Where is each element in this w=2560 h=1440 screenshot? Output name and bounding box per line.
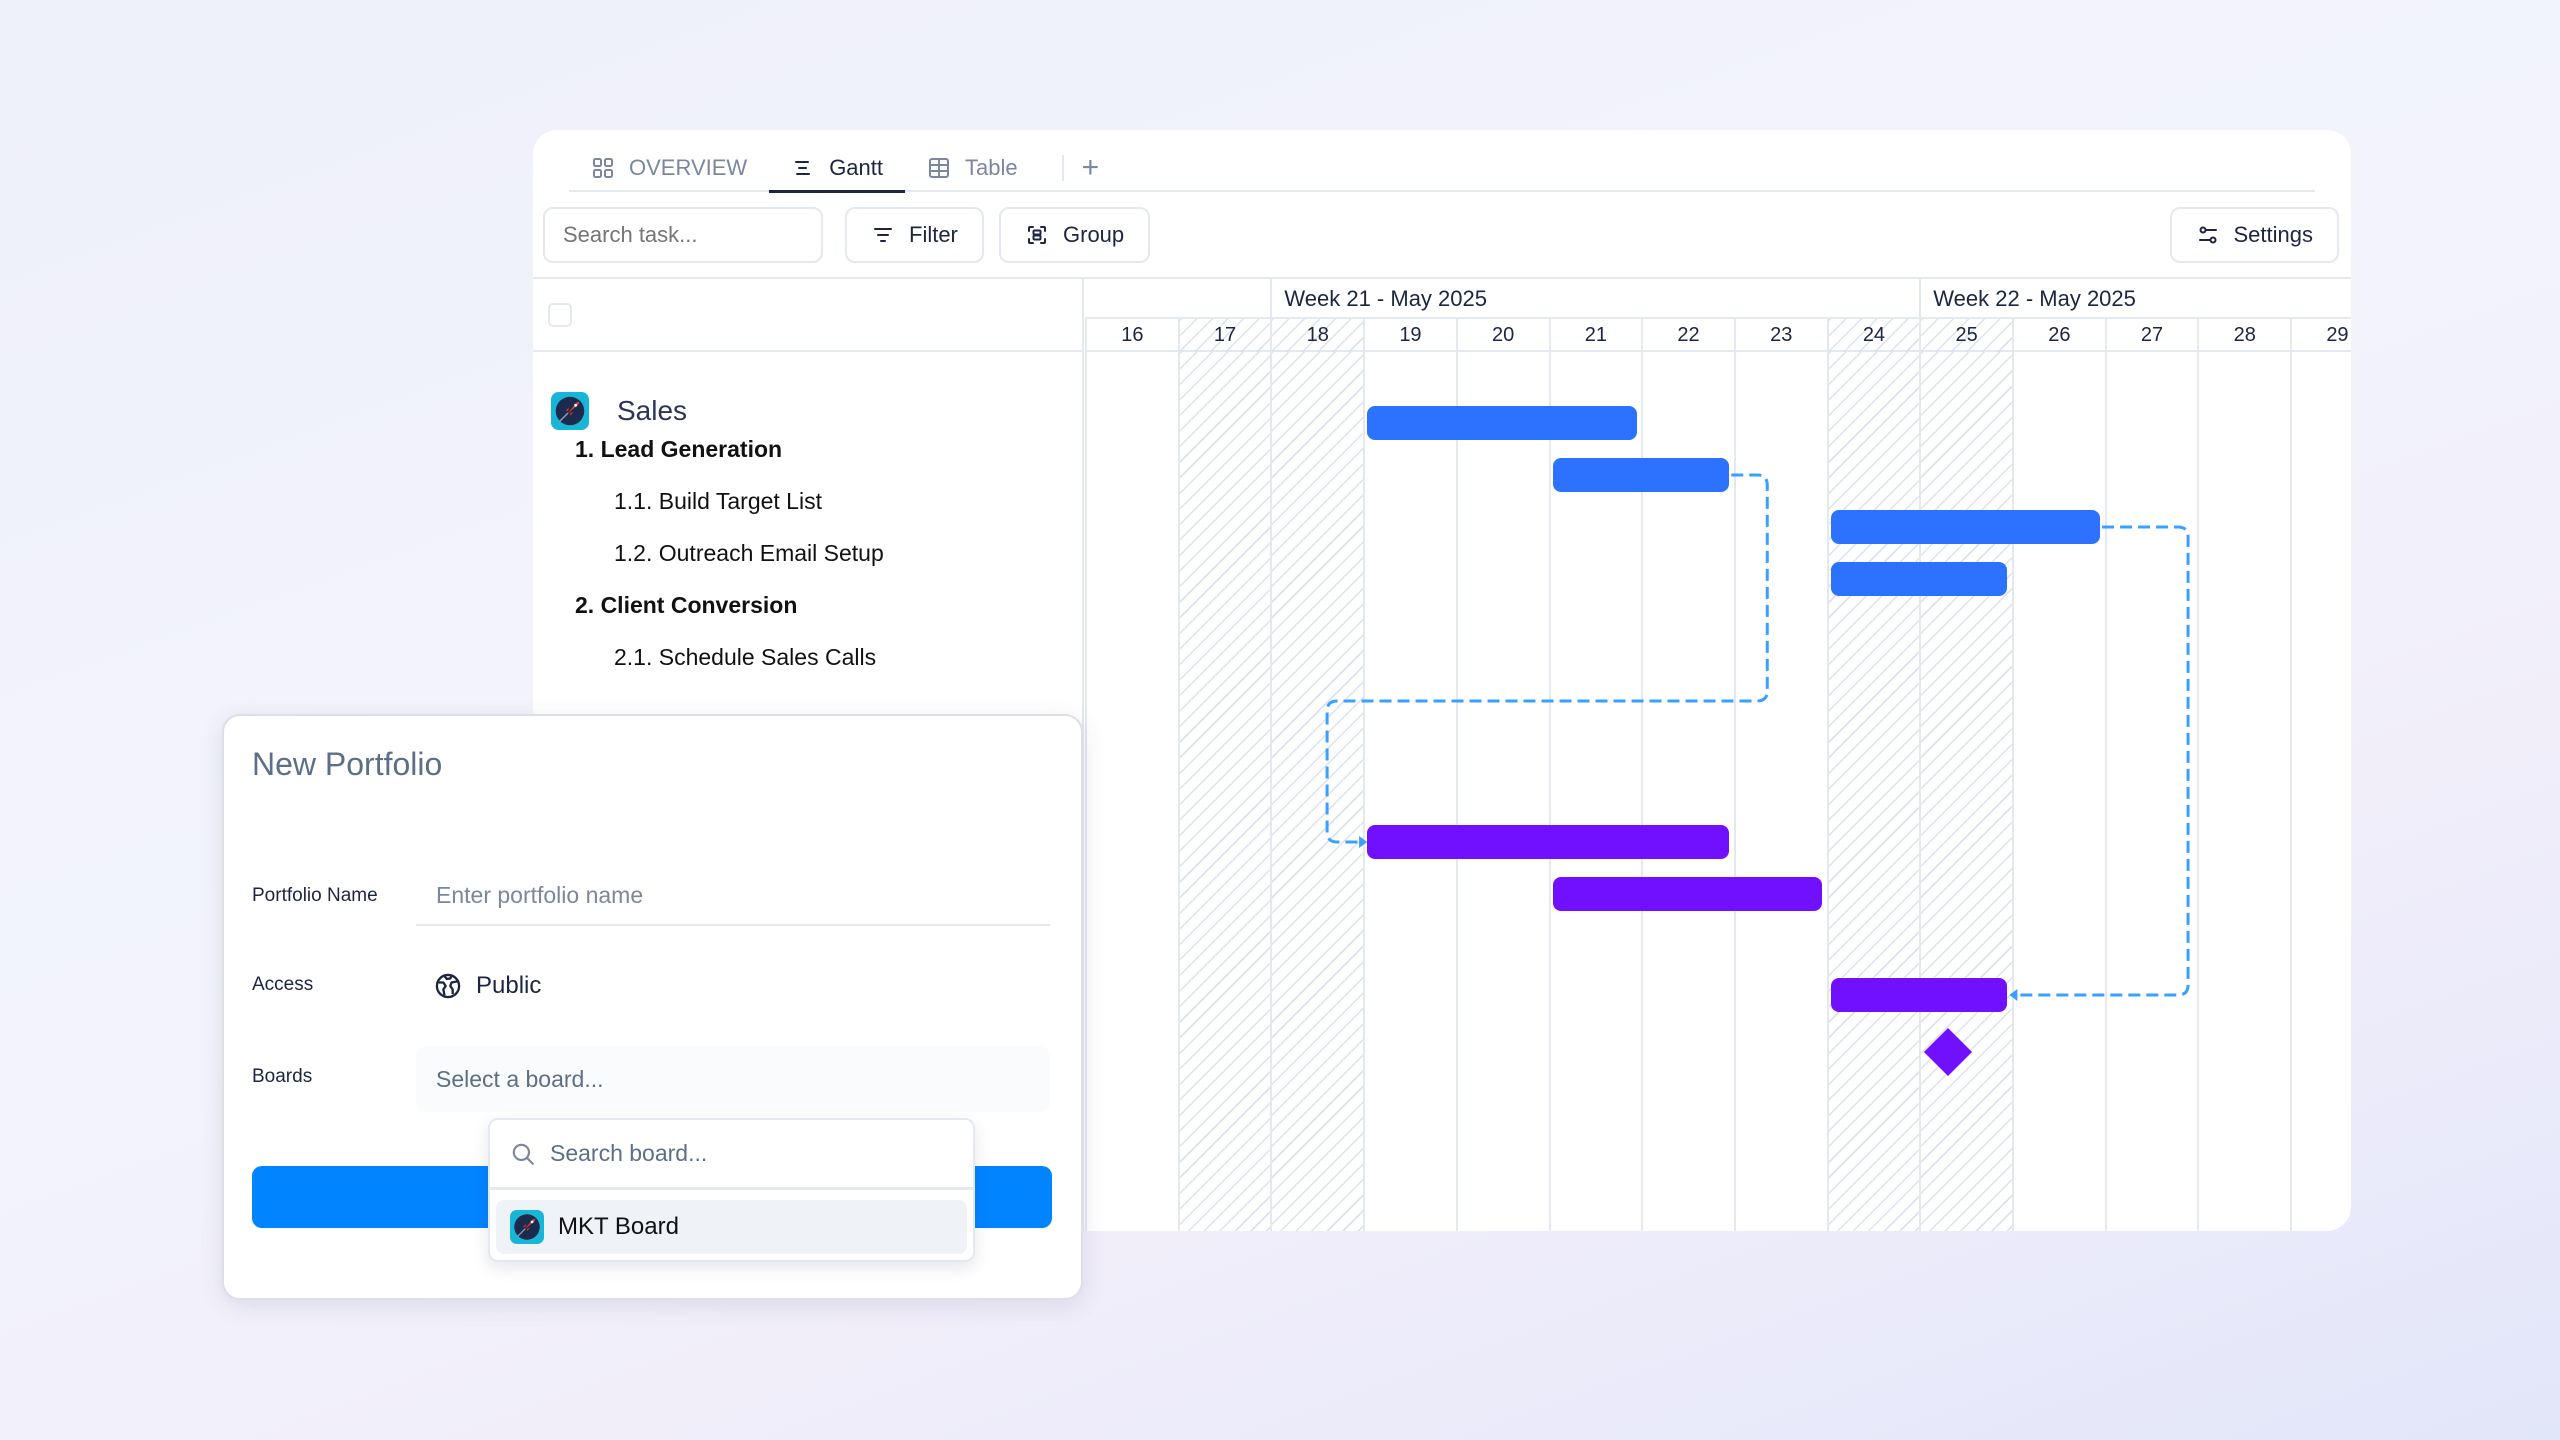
settings-button[interactable]: Settings [2169,207,2339,263]
rocket-board-icon [551,392,589,430]
day-label: 26 [2012,319,2105,352]
task-bar[interactable] [1830,510,2101,544]
table-icon [929,158,949,178]
day-label: 16 [1085,319,1178,352]
day-label: 24 [1826,319,1920,352]
filter-label: Filter [909,222,958,247]
day-label: 25 [1919,319,2012,352]
settings-sliders-icon [2198,226,2217,244]
day-label: 18 [1270,319,1364,352]
board-search-input[interactable] [550,1140,930,1167]
task-bar[interactable] [1552,458,1730,492]
task-bar[interactable] [1830,978,2008,1012]
week-label: Week 21 - May 2025 [1270,279,1919,319]
tab-table[interactable]: Table [905,145,1040,191]
gantt-icon [795,161,811,175]
day-label: 23 [1733,319,1827,352]
group-name: Sales [617,395,688,426]
tab-divider [1061,155,1064,181]
weekend-column [1826,352,1920,1231]
globe-icon [435,973,461,999]
day-column [1733,352,1827,1231]
day-label: 29 [2290,319,2351,352]
day-header-row: 16 17 18 19 20 21 22 23 24 25 26 27 28 29 [1085,319,2351,352]
search-icon [512,1143,534,1165]
day-label: 17 [1177,319,1271,352]
task-row[interactable]: 2. Client Conversion [575,592,798,618]
access-value: Public [476,972,542,999]
group-header-sales[interactable]: Sales [551,392,687,430]
weekend-column [1177,352,1271,1231]
tab-label: OVERVIEW [629,155,748,180]
timeline: Week 21 - May 2025 Week 22 - May 2025 16 1… [1085,279,2351,1231]
day-label: 19 [1363,319,1456,352]
board-option-mkt[interactable]: MKT Board [496,1200,967,1254]
group-label: Group [1063,222,1125,247]
task-bar[interactable] [1367,825,1730,859]
day-column [2012,352,2105,1231]
week-header-row: Week 21 - May 2025 Week 22 - May 2025 [1085,279,2351,319]
task-row[interactable]: 1.1. Build Target List [614,488,822,514]
view-tabs: OVERVIEW Gantt Table + [569,145,2315,193]
day-column [1455,352,1549,1231]
toolbar: Filter Group Settings [543,207,2339,263]
add-view-button[interactable]: + [1081,151,1100,184]
portfolio-name-label: Portfolio Name [252,885,378,906]
grid-icon [593,158,613,178]
weekend-column [1919,352,2012,1231]
task-row[interactable]: 2.1. Schedule Sales Calls [614,644,877,670]
board-search [490,1120,973,1190]
tab-label: Gantt [829,155,883,180]
task-row[interactable]: 1.2. Outreach Email Setup [614,540,884,566]
board-option-label: MKT Board [558,1213,679,1240]
day-label: 20 [1455,319,1549,352]
access-select[interactable]: Public [434,972,541,1000]
gantt-grid: Sales 1. Lead Generation 1.1. Build Targ… [533,277,2351,1231]
task-list: Sales 1. Lead Generation 1.1. Build Targ… [533,279,1084,1231]
board-dropdown: MKT Board [488,1118,975,1262]
task-bar[interactable] [1830,562,2008,596]
search-task-input[interactable] [543,207,823,263]
dialog-title: New Portfolio [252,746,443,782]
task-bar[interactable] [1552,877,1822,911]
access-label: Access [252,974,314,995]
day-column [1363,352,1456,1231]
filter-button[interactable]: Filter [845,207,984,263]
select-all-checkbox[interactable] [548,303,572,327]
group-icon [1028,226,1046,244]
settings-label: Settings [2233,222,2314,247]
day-label: 21 [1548,319,1642,352]
tab-label: Table [965,155,1018,180]
portfolio-name-input[interactable] [416,866,1050,926]
day-column [2104,352,2198,1231]
group-button[interactable]: Group [999,207,1151,263]
day-column [2290,352,2351,1231]
filter-icon [874,228,892,242]
weekend-column [1270,352,1364,1231]
board-select[interactable]: Select a board... [416,1046,1050,1112]
day-label: 22 [1641,319,1734,352]
tab-overview[interactable]: OVERVIEW [569,145,769,191]
tab-gantt[interactable]: Gantt [769,145,905,193]
rocket-board-icon [510,1210,544,1244]
task-bar[interactable] [1367,406,1637,440]
task-row[interactable]: 1. Lead Generation [575,436,783,462]
boards-label: Boards [252,1066,313,1087]
week-label: Week 22 - May 2025 [1919,279,2351,319]
day-column [2197,352,2290,1231]
task-list-header [533,279,1082,352]
day-label: 28 [2197,319,2290,352]
day-label: 27 [2104,319,2198,352]
day-column [1085,352,1178,1231]
